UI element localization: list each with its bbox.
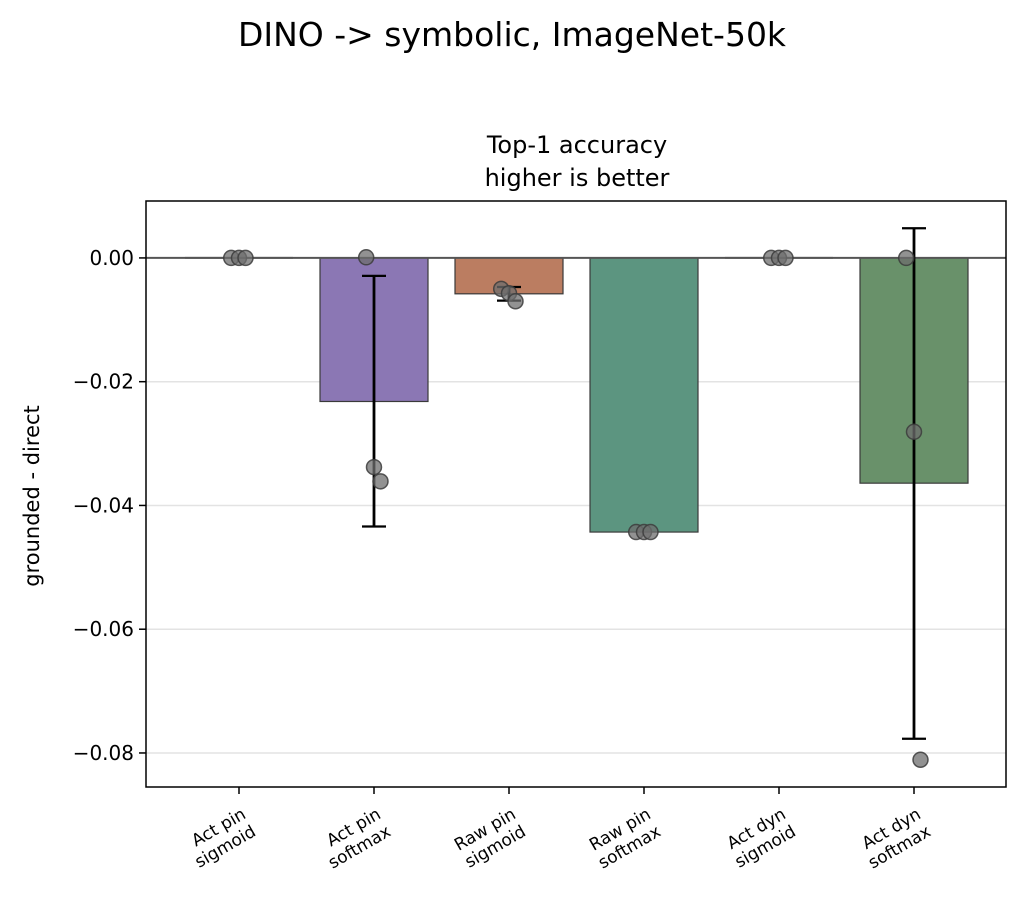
bar	[589, 257, 699, 533]
plot-frame	[145, 200, 1007, 788]
chart-subtitle: higher is better	[485, 164, 670, 192]
data-point	[372, 473, 389, 490]
y-axis-ticks: 0.00 −0.02 −0.04 −0.06 −0.08	[73, 246, 146, 765]
data-point	[912, 751, 929, 769]
data-point	[777, 249, 794, 267]
data-point	[905, 423, 923, 441]
y-tick-label: −0.06	[73, 617, 134, 641]
points-layer	[222, 249, 929, 769]
y-tick-label: −0.08	[73, 741, 134, 765]
y-tick-label: 0.00	[89, 246, 134, 270]
data-point	[237, 249, 254, 267]
bars-layer	[185, 256, 969, 533]
data-point	[357, 249, 375, 266]
y-axis-label: grounded - direct	[20, 405, 44, 587]
chart-title: Top-1 accuracy	[486, 131, 667, 159]
data-point	[642, 523, 659, 541]
y-tick-label: −0.04	[73, 493, 134, 517]
data-point	[897, 249, 915, 267]
y-tick-label: −0.02	[73, 370, 134, 394]
chart-suptitle: DINO -> symbolic, ImageNet-50k	[238, 15, 787, 54]
data-point	[507, 292, 524, 310]
data-point	[365, 458, 383, 476]
